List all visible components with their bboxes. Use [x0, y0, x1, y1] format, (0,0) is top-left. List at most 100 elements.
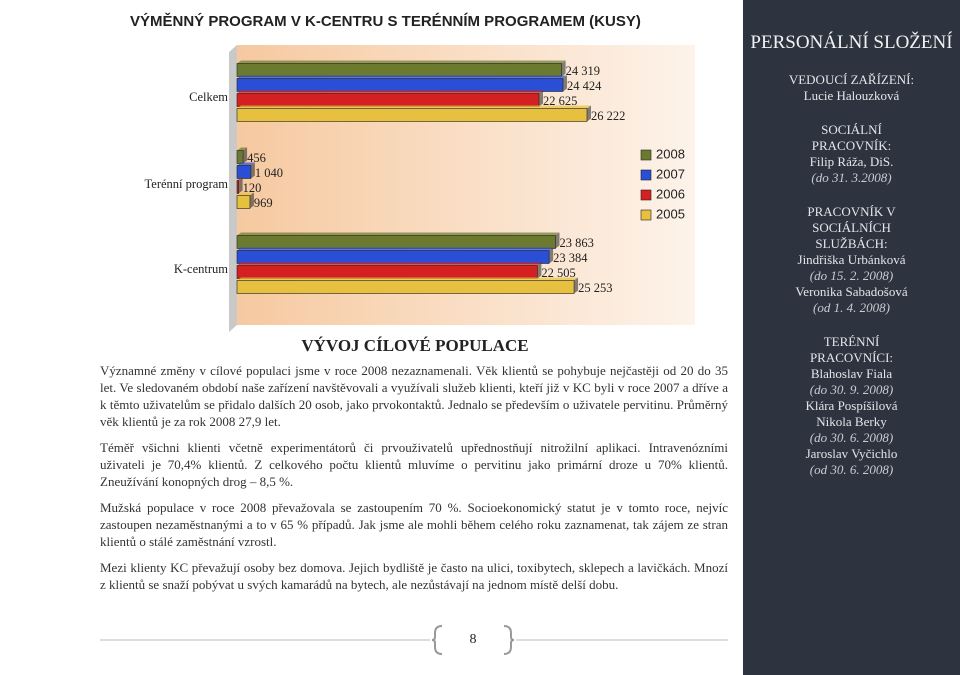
bar-top: [237, 162, 255, 166]
bar-side: [563, 75, 568, 92]
staff-group: TERÉNNÍ PRACOVNÍCI: Blahoslav Fiala (do 30…: [743, 334, 960, 478]
page-number: 8: [469, 632, 477, 647]
legend: 2008 2007 2006 2005: [640, 146, 685, 221]
value-label: 24 319: [566, 64, 600, 78]
staff-note: (do 31. 3.2008): [811, 170, 892, 185]
legend-swatch: [640, 209, 652, 221]
bar: [236, 235, 556, 249]
bar-side: [549, 247, 554, 264]
staff-name: Jaroslav Vyčichlo: [805, 446, 898, 461]
bar-side: [243, 147, 248, 164]
bar-top: [237, 105, 591, 109]
staff-note: (do 15. 2. 2008): [809, 268, 894, 283]
bar-side: [587, 105, 591, 122]
value-label: 1 040: [255, 166, 283, 180]
staff-note: (od 1. 4. 2008): [813, 300, 890, 315]
bar-group: [236, 147, 248, 164]
staff-note: (do 30. 6. 2008): [809, 430, 894, 445]
bar-top: [237, 232, 560, 236]
bar-group: [236, 247, 554, 264]
bar-side: [538, 90, 543, 107]
bar-group: [236, 232, 560, 249]
bar: [236, 108, 588, 122]
bar: [236, 63, 562, 77]
staff-note: (od 30. 6. 2008): [809, 462, 894, 477]
bar-side: [561, 60, 566, 77]
bar-top: [237, 90, 543, 94]
bar: [236, 180, 239, 194]
bar-top: [237, 60, 566, 64]
legend-label: 2008: [656, 146, 685, 161]
bracket: [503, 625, 515, 655]
staff-role: SOCIÁLNÍ PRACOVNÍK:: [811, 122, 892, 153]
staff-note: (do 30. 9. 2008): [809, 382, 894, 397]
staff-name: Klára Pospíšilová: [805, 398, 898, 413]
legend-label: 2005: [656, 206, 685, 221]
staff-group: PRACOVNÍK V SOCIÁLNÍCH SLUŽBÁCH: Jindřišk…: [743, 204, 960, 316]
category-label: K-centrum: [174, 262, 228, 276]
staff-role: VEDOUCÍ ZAŘÍZENÍ:: [788, 72, 915, 87]
bar-group: [236, 90, 543, 107]
staff-role: PRACOVNÍK V SOCIÁLNÍCH SLUŽBÁCH:: [807, 204, 896, 251]
bar-group: [236, 75, 568, 92]
chart-title: VÝMĚNNÝ PROGRAM V K-CENTRU S TERÉNNÍM PR…: [130, 12, 641, 30]
bar-top: [237, 192, 254, 196]
staff-name: Lucie Halouzková: [803, 88, 900, 103]
staff-name: Jindřiška Urbánková: [797, 252, 906, 267]
paragraph: Mezi klienty KC převažují osoby bez domo…: [100, 560, 728, 592]
value-label: 22 505: [541, 266, 575, 280]
value-label: 25 253: [578, 281, 612, 295]
category-label: Terénní program: [145, 177, 229, 191]
body-text: Významné změny v cílové populaci jsme v …: [100, 362, 728, 602]
staff-name: Nikola Berky: [816, 414, 887, 429]
bar-top: [237, 75, 568, 79]
bar-side: [238, 177, 243, 194]
bar: [236, 165, 252, 179]
bar-group: [236, 105, 591, 122]
staff-group: SOCIÁLNÍ PRACOVNÍK: Filip Ráža, DiS. (do 3…: [743, 122, 960, 186]
legend-swatch: [640, 149, 652, 161]
sidebar: PERSONÁLNÍ SLOŽENÍ VEDOUCÍ ZAŘÍZENÍ: Luci…: [743, 0, 960, 675]
value-label: 120: [243, 181, 262, 195]
bar-side: [574, 277, 579, 294]
bar-top: [237, 277, 579, 281]
bar: [236, 280, 575, 294]
bar-group: [236, 60, 566, 77]
bar-side: [555, 232, 560, 249]
bar-top: [237, 147, 248, 151]
staff-group: VEDOUCÍ ZAŘÍZENÍ: Lucie Halouzková: [743, 72, 960, 104]
bar-side: [250, 162, 255, 179]
bar-group: [236, 262, 542, 279]
paragraph: Téměř všichni klienti včetně experimentá…: [100, 440, 728, 489]
value-label: 22 625: [543, 94, 577, 108]
staff-role: TERÉNNÍ PRACOVNÍCI:: [809, 334, 894, 365]
bar: [236, 195, 251, 209]
bar: [236, 93, 540, 107]
value-label: 26 222: [591, 109, 625, 123]
paragraph: Významné změny v cílové populaci jsme v …: [100, 363, 728, 429]
chart: VÝMĚNNÝ PROGRAM V K-CENTRU S TERÉNNÍM PR…: [130, 12, 695, 332]
bar-side: [537, 262, 542, 279]
bar-group: [236, 177, 243, 194]
footer-decoration: [100, 625, 728, 655]
bar-top: [237, 262, 542, 266]
section-heading: VÝVOJ CÍLOVÉ POPULACE: [301, 336, 529, 355]
legend-label: 2007: [656, 166, 685, 181]
value-label: 24 424: [567, 79, 602, 93]
bar: [236, 150, 244, 164]
bar-group: [236, 162, 255, 179]
legend-label: 2006: [656, 186, 685, 201]
staff-name: Veronika Sabadošová: [795, 284, 908, 299]
value-label: 456: [247, 151, 266, 165]
plot-wall: [229, 45, 237, 332]
bracket: [431, 625, 443, 655]
bar-side: [249, 192, 254, 209]
bar-group: [236, 277, 579, 294]
category-label: Celkem: [189, 90, 228, 104]
legend-swatch: [640, 189, 652, 201]
value-label: 23 863: [560, 236, 594, 250]
bar: [236, 265, 538, 279]
legend-swatch: [640, 169, 652, 181]
paragraph: Mužská populace v roce 2008 převažovala …: [100, 500, 728, 549]
